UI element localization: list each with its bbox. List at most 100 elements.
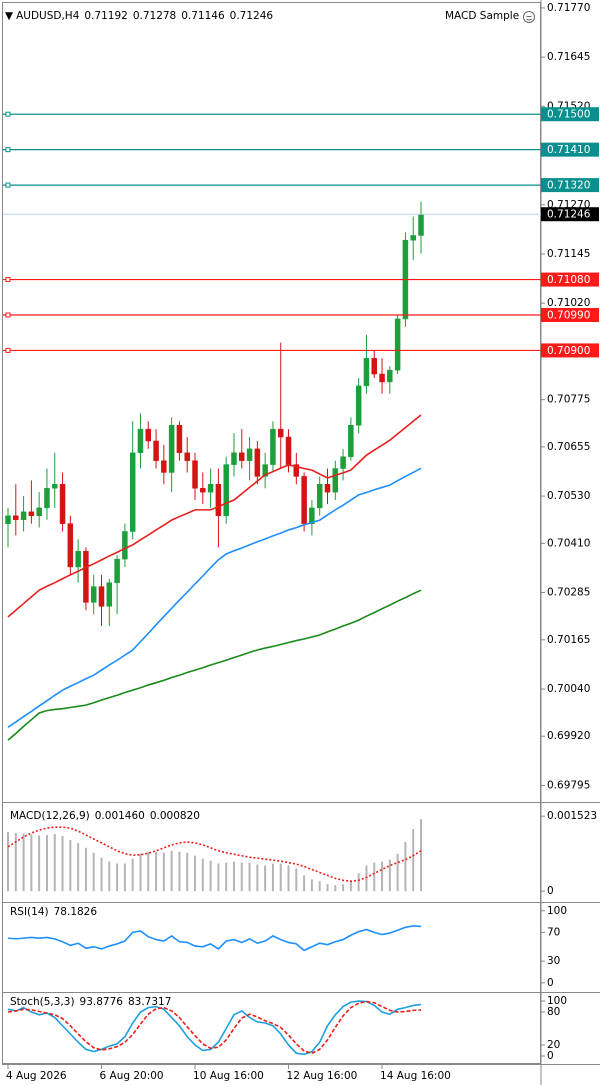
candle-body — [200, 487, 206, 493]
y-tick-label: 0.71020 — [547, 297, 590, 309]
candle-body — [28, 511, 35, 517]
level-label-box — [541, 307, 599, 322]
macd-bar — [53, 834, 56, 892]
level-label-box — [541, 142, 599, 157]
moving-average-line — [7, 589, 422, 741]
candle-body — [254, 448, 261, 477]
macd-bar — [303, 875, 306, 892]
plot-frame — [2, 2, 541, 1064]
macd-bar — [77, 842, 80, 892]
rsi-header: RSI(14) 78.1826 — [10, 906, 102, 918]
candle-body — [371, 358, 377, 375]
indicator-title: RSI(14) — [10, 906, 49, 918]
y-tick-label: 0.70530 — [547, 490, 590, 502]
ohlc-value: 0.71246 — [229, 10, 274, 22]
macd-bar — [412, 829, 415, 892]
candle-body — [20, 511, 27, 520]
candle-body — [316, 484, 323, 509]
level-label-box — [541, 178, 599, 193]
indicator-value: 83.7317 — [127, 996, 172, 1008]
candle-body — [418, 213, 424, 236]
candle-body — [52, 484, 58, 489]
candle-body — [277, 428, 284, 438]
macd-bar — [349, 880, 352, 892]
macd-bar — [194, 855, 197, 892]
macd-bar — [342, 884, 345, 892]
candle-body — [246, 448, 253, 461]
y-tick-label: 0.71645 — [547, 51, 590, 63]
menu-arrow: ▼ — [5, 10, 14, 22]
y-tick-label: 80 — [547, 1006, 560, 1018]
candle-body — [387, 369, 393, 383]
macd-bar — [116, 863, 119, 892]
macd-bar — [404, 841, 407, 892]
signal-line — [7, 826, 422, 883]
y-tick-label: 0.69795 — [547, 779, 590, 791]
y-tick-label: 100 — [547, 905, 567, 917]
expert-icon-face — [526, 16, 532, 21]
indicator-line — [7, 1000, 422, 1055]
macd-bar — [248, 862, 251, 892]
macd-bar — [186, 852, 189, 892]
candle-body — [293, 464, 300, 477]
y-tick-label: 0.70040 — [547, 683, 590, 695]
macd-bar — [388, 859, 391, 892]
main-header: ▼ AUDUSD,H4 0.71192 0.71278 0.71146 0.71246 — [5, 10, 278, 22]
candle-body — [114, 558, 120, 583]
indicator-line — [7, 925, 422, 952]
candle-body — [309, 507, 315, 524]
candle-body — [324, 484, 331, 493]
macd-bar — [155, 851, 158, 892]
y-tick-label: 100 — [547, 995, 567, 1007]
level-handle — [5, 182, 11, 188]
candle-body — [410, 235, 416, 241]
macd-bar — [420, 819, 422, 892]
level-label-box — [541, 343, 599, 358]
candle-body — [262, 464, 268, 477]
level-label-box — [541, 107, 599, 122]
y-tick-label: 0.70775 — [547, 394, 590, 406]
y-tick-label: 0.70655 — [547, 441, 590, 453]
level-label: 0.70990 — [547, 309, 590, 321]
level-handle — [5, 347, 11, 353]
symbol-title: AUDUSD,H4 — [16, 10, 80, 22]
level-label: 0.71410 — [547, 144, 590, 156]
y-tick-label: 30 — [547, 955, 560, 967]
macd-bar — [279, 863, 282, 892]
macd-bar — [396, 853, 399, 892]
macd-bar — [139, 853, 142, 892]
candle-body — [44, 487, 50, 509]
macd-bar — [61, 836, 64, 892]
level-label: 0.71500 — [547, 109, 590, 121]
y-tick-label: 0.71770 — [547, 2, 590, 14]
macd-bar — [131, 858, 134, 892]
candle-body — [161, 460, 167, 473]
macd-bar — [264, 865, 267, 892]
macd-bar — [240, 862, 243, 892]
macd-bar — [123, 863, 126, 892]
indicator-title: Stoch(5,3,3) — [10, 996, 75, 1008]
macd-bar — [69, 839, 72, 892]
candle-body — [137, 428, 144, 454]
price-label: 0.71246 — [547, 209, 591, 221]
macd-bar — [209, 860, 212, 892]
candle-body — [239, 452, 245, 461]
macd-bar — [108, 861, 111, 892]
macd-bar — [334, 885, 337, 892]
macd-bar — [92, 852, 95, 892]
macd-bar — [170, 850, 173, 892]
ohlc-value: 0.71192 — [84, 10, 128, 22]
candle-body — [340, 456, 346, 469]
macd-bar — [217, 863, 220, 892]
candle-body — [285, 436, 292, 465]
macd-bar — [381, 861, 384, 892]
price-label-box — [541, 207, 599, 222]
candle-body — [363, 358, 370, 387]
candle-body — [83, 550, 89, 603]
y-tick-label: 0.70165 — [547, 634, 590, 646]
x-tick-label: 4 Aug 2026 — [6, 1070, 67, 1082]
y-tick-label: 70 — [547, 926, 560, 938]
y-tick-label: 0 — [547, 885, 554, 897]
level-handle — [5, 111, 11, 117]
